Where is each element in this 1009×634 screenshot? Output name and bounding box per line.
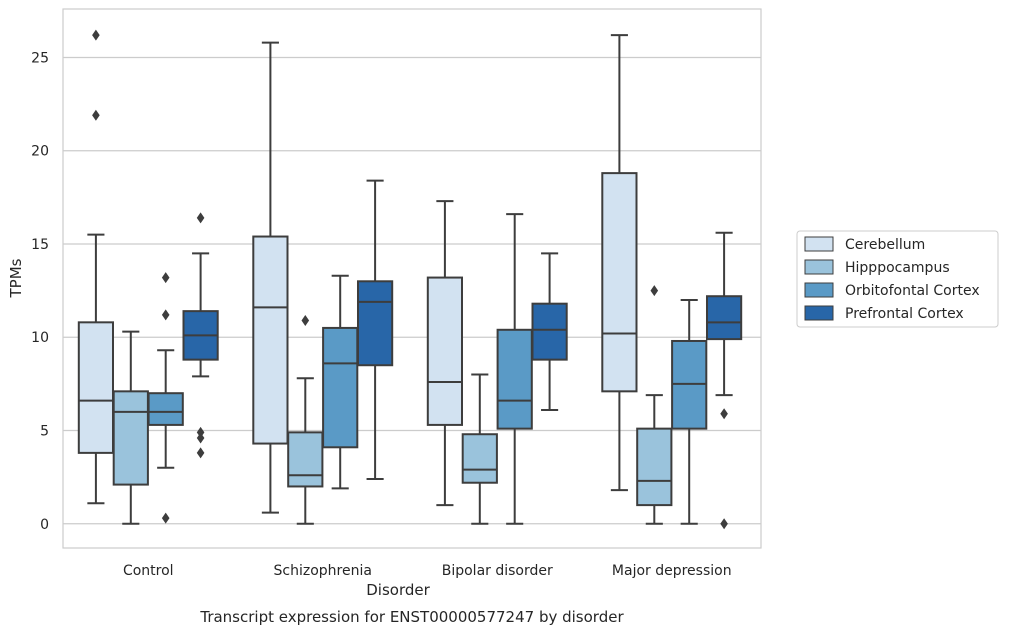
plot-frame xyxy=(62,8,762,549)
outlier-point xyxy=(720,408,728,420)
legend-swatch xyxy=(804,305,834,321)
outlier-point xyxy=(161,272,170,284)
x-tick-labels: Control Schizophrenia Bipolar disorder Majo… xyxy=(123,563,732,579)
outlier-point xyxy=(161,512,170,524)
legend-swatch xyxy=(804,236,834,252)
box-hipppocampus xyxy=(461,373,498,525)
box-cerebellum xyxy=(252,41,289,514)
box-series xyxy=(77,29,743,530)
outlier-point xyxy=(92,29,100,41)
y-tick-label: 10 xyxy=(31,330,49,346)
box-hipppocampus xyxy=(287,314,324,525)
y-axis-title: TPMs xyxy=(7,258,25,298)
y-tick-label: 25 xyxy=(31,50,49,66)
box-hipppocampus xyxy=(636,285,673,525)
box-cerebellum xyxy=(77,29,115,505)
outlier-point xyxy=(196,212,205,224)
legend-label: Cerebellum xyxy=(845,237,925,253)
box-prefrontal-cortex xyxy=(531,252,568,411)
legend-swatch xyxy=(804,282,834,298)
outlier-point xyxy=(161,309,170,321)
box-iqr xyxy=(531,302,568,361)
box-iqr xyxy=(705,295,743,341)
gridlines xyxy=(63,56,761,525)
box-orbitofontal-cortex xyxy=(322,274,359,490)
y-tick-label: 0 xyxy=(40,517,49,533)
outlier-point xyxy=(650,285,659,297)
box-iqr xyxy=(461,433,498,484)
box-orbitofontal-cortex xyxy=(147,272,184,524)
x-tick-label: Control xyxy=(123,563,174,579)
box-prefrontal-cortex xyxy=(705,231,743,530)
outlier-point xyxy=(301,314,310,326)
outlier-point xyxy=(92,109,100,121)
box-iqr xyxy=(636,427,673,507)
legend-label: Orbitofontal Cortex xyxy=(845,283,980,299)
x-tick-label: Major depression xyxy=(612,563,732,579)
legend-frame xyxy=(796,230,999,328)
box-cerebellum xyxy=(426,200,464,507)
box-cerebellum xyxy=(601,34,638,492)
box-orbitofontal-cortex xyxy=(671,298,708,525)
chart-caption: Transcript expression for ENST0000057724… xyxy=(199,608,624,626)
y-tick-label: 20 xyxy=(31,144,49,160)
y-tick-label: 15 xyxy=(31,237,49,253)
box-iqr xyxy=(147,392,184,426)
box-iqr xyxy=(112,390,149,486)
outlier-point xyxy=(720,518,728,530)
outlier-point xyxy=(196,426,205,438)
box-iqr xyxy=(601,172,638,393)
box-iqr xyxy=(77,321,115,454)
legend-swatch xyxy=(804,259,834,275)
box-hipppocampus xyxy=(112,330,149,525)
box-iqr xyxy=(252,235,289,445)
legend-label: Hipppocampus xyxy=(845,260,950,276)
x-tick-label: Schizophrenia xyxy=(274,563,372,579)
outlier-point xyxy=(196,432,205,444)
y-tick-label: 5 xyxy=(40,424,49,440)
box-iqr xyxy=(426,276,464,426)
box-iqr xyxy=(496,328,533,430)
y-tick-labels: 0 5 10 15 20 25 xyxy=(31,50,49,532)
legend-label: Prefrontal Cortex xyxy=(845,306,964,322)
legend: Cerebellum Hipppocampus Orbitofontal Corte… xyxy=(796,230,999,328)
x-axis-title: Disorder xyxy=(366,581,430,599)
x-tick-label: Bipolar disorder xyxy=(442,563,553,579)
box-iqr xyxy=(356,280,394,367)
box-orbitofontal-cortex xyxy=(496,213,533,525)
box-iqr xyxy=(322,326,359,449)
box-iqr xyxy=(287,431,324,488)
outlier-point xyxy=(196,447,205,459)
box-prefrontal-cortex xyxy=(356,179,394,480)
box-prefrontal-cortex xyxy=(182,212,219,459)
